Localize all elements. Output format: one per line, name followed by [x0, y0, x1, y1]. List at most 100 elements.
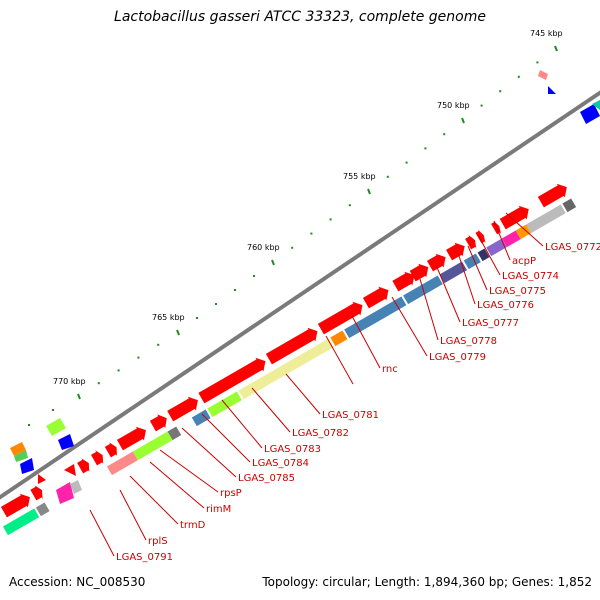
minor-tick	[97, 382, 100, 385]
callout-line	[201, 413, 251, 463]
cog-band	[106, 451, 138, 476]
scale-label: 760 kbp	[247, 243, 280, 252]
callout-line	[457, 252, 476, 305]
cds-arrow	[116, 426, 146, 451]
cog-band	[477, 248, 490, 262]
minor-tick	[536, 61, 539, 64]
gene-label: acpP	[512, 256, 536, 267]
cds-arrow	[0, 493, 30, 518]
misc-feature	[538, 70, 548, 80]
cds-arrow	[409, 263, 429, 282]
misc-feature	[14, 450, 28, 462]
misc-feature	[20, 458, 34, 474]
gene-label: rnc	[382, 364, 398, 375]
cog-band	[330, 330, 348, 347]
cds-arrow	[499, 205, 529, 230]
map-title: Lactobacillus gasseri ATCC 33323, comple…	[114, 9, 486, 25]
cog-band	[526, 204, 566, 234]
major-tick	[77, 393, 81, 400]
scale-ticks: 745 kbp 750 kbp 755 kbp 760 kbp 765 kbp 770 k…	[28, 29, 563, 426]
cds-arrow	[317, 301, 363, 335]
gene-callouts: LGAS_0772 acpP LGAS_0774 LGAS_0775 LGAS_0776…	[89, 212, 600, 563]
minor-tick	[157, 343, 160, 346]
cds-arrow	[167, 396, 198, 422]
cds-arrow	[90, 450, 104, 466]
cds-arrow	[427, 253, 446, 272]
gene-label: rimM	[206, 504, 231, 515]
minor-tick	[215, 303, 217, 305]
gene-label: LGAS_0775	[489, 286, 546, 297]
major-tick	[461, 117, 465, 124]
cds-arrow	[77, 458, 90, 474]
misc-feature	[10, 442, 26, 456]
cog-band	[35, 502, 50, 517]
cog-band	[463, 253, 481, 270]
cog-band	[191, 409, 211, 427]
callout-line	[129, 475, 179, 525]
callout-line	[505, 212, 544, 247]
callout-line	[467, 245, 488, 291]
callout-line	[149, 461, 205, 509]
misc-feature	[580, 104, 600, 124]
minor-tick	[443, 133, 446, 136]
major-tick	[367, 188, 371, 195]
minor-tick	[348, 204, 351, 207]
callout-line	[435, 264, 461, 323]
genome-summary: Topology: circular; Length: 1,894,360 bp…	[262, 575, 592, 589]
cog-band	[515, 224, 532, 240]
scale-label: 755 kbp	[343, 172, 376, 181]
cog-band	[238, 338, 334, 400]
genome-backbone	[0, 90, 600, 500]
misc-features	[10, 70, 600, 504]
misc-feature	[70, 480, 82, 494]
minor-tick	[137, 356, 140, 359]
gene-label: LGAS_0781	[322, 410, 379, 421]
backbone-line	[0, 90, 600, 500]
callout-line	[477, 234, 501, 276]
callout-line	[351, 315, 381, 369]
callout-line	[325, 335, 354, 385]
minor-tick	[499, 90, 502, 93]
gene-label: LGAS_0778	[440, 336, 497, 347]
cog-band	[486, 238, 507, 257]
major-tick	[554, 45, 558, 52]
misc-feature	[56, 482, 74, 504]
callout-line	[221, 399, 263, 449]
callout-line	[285, 373, 321, 415]
cds-arrow	[392, 271, 415, 292]
cds-arrow	[465, 234, 477, 250]
cog-band	[562, 198, 577, 213]
gene-label: rplS	[148, 536, 168, 547]
minor-tick	[28, 424, 30, 426]
cog-band	[132, 431, 173, 461]
cds-arrow	[149, 414, 167, 432]
minor-tick	[253, 275, 255, 277]
callout-line	[419, 278, 439, 341]
major-tick	[176, 329, 180, 336]
minor-tick	[480, 104, 483, 107]
gene-label: LGAS_0777	[462, 318, 519, 329]
callout-line	[181, 427, 237, 478]
cds-arrow	[475, 229, 486, 244]
misc-feature	[64, 464, 76, 476]
cds-arrow	[198, 357, 266, 404]
minor-tick	[329, 218, 332, 221]
gene-label: LGAS_0772	[545, 242, 600, 253]
scale-label: 765 kbp	[152, 313, 185, 322]
callout-line	[119, 489, 147, 541]
minor-tick	[117, 369, 120, 372]
scale-label: 770 kbp	[53, 377, 86, 386]
cds-arrow	[446, 242, 465, 261]
minor-tick	[424, 147, 427, 150]
scale-label: 750 kbp	[437, 101, 470, 110]
gene-label: LGAS_0774	[502, 271, 559, 282]
cog-band	[207, 391, 242, 418]
cds-arrow	[537, 183, 567, 208]
gene-label: trmD	[180, 520, 206, 531]
misc-feature	[592, 100, 600, 110]
misc-feature	[58, 434, 74, 450]
gene-label: LGAS_0791	[116, 552, 173, 563]
cog-band	[3, 508, 40, 536]
callout-line	[89, 509, 115, 557]
